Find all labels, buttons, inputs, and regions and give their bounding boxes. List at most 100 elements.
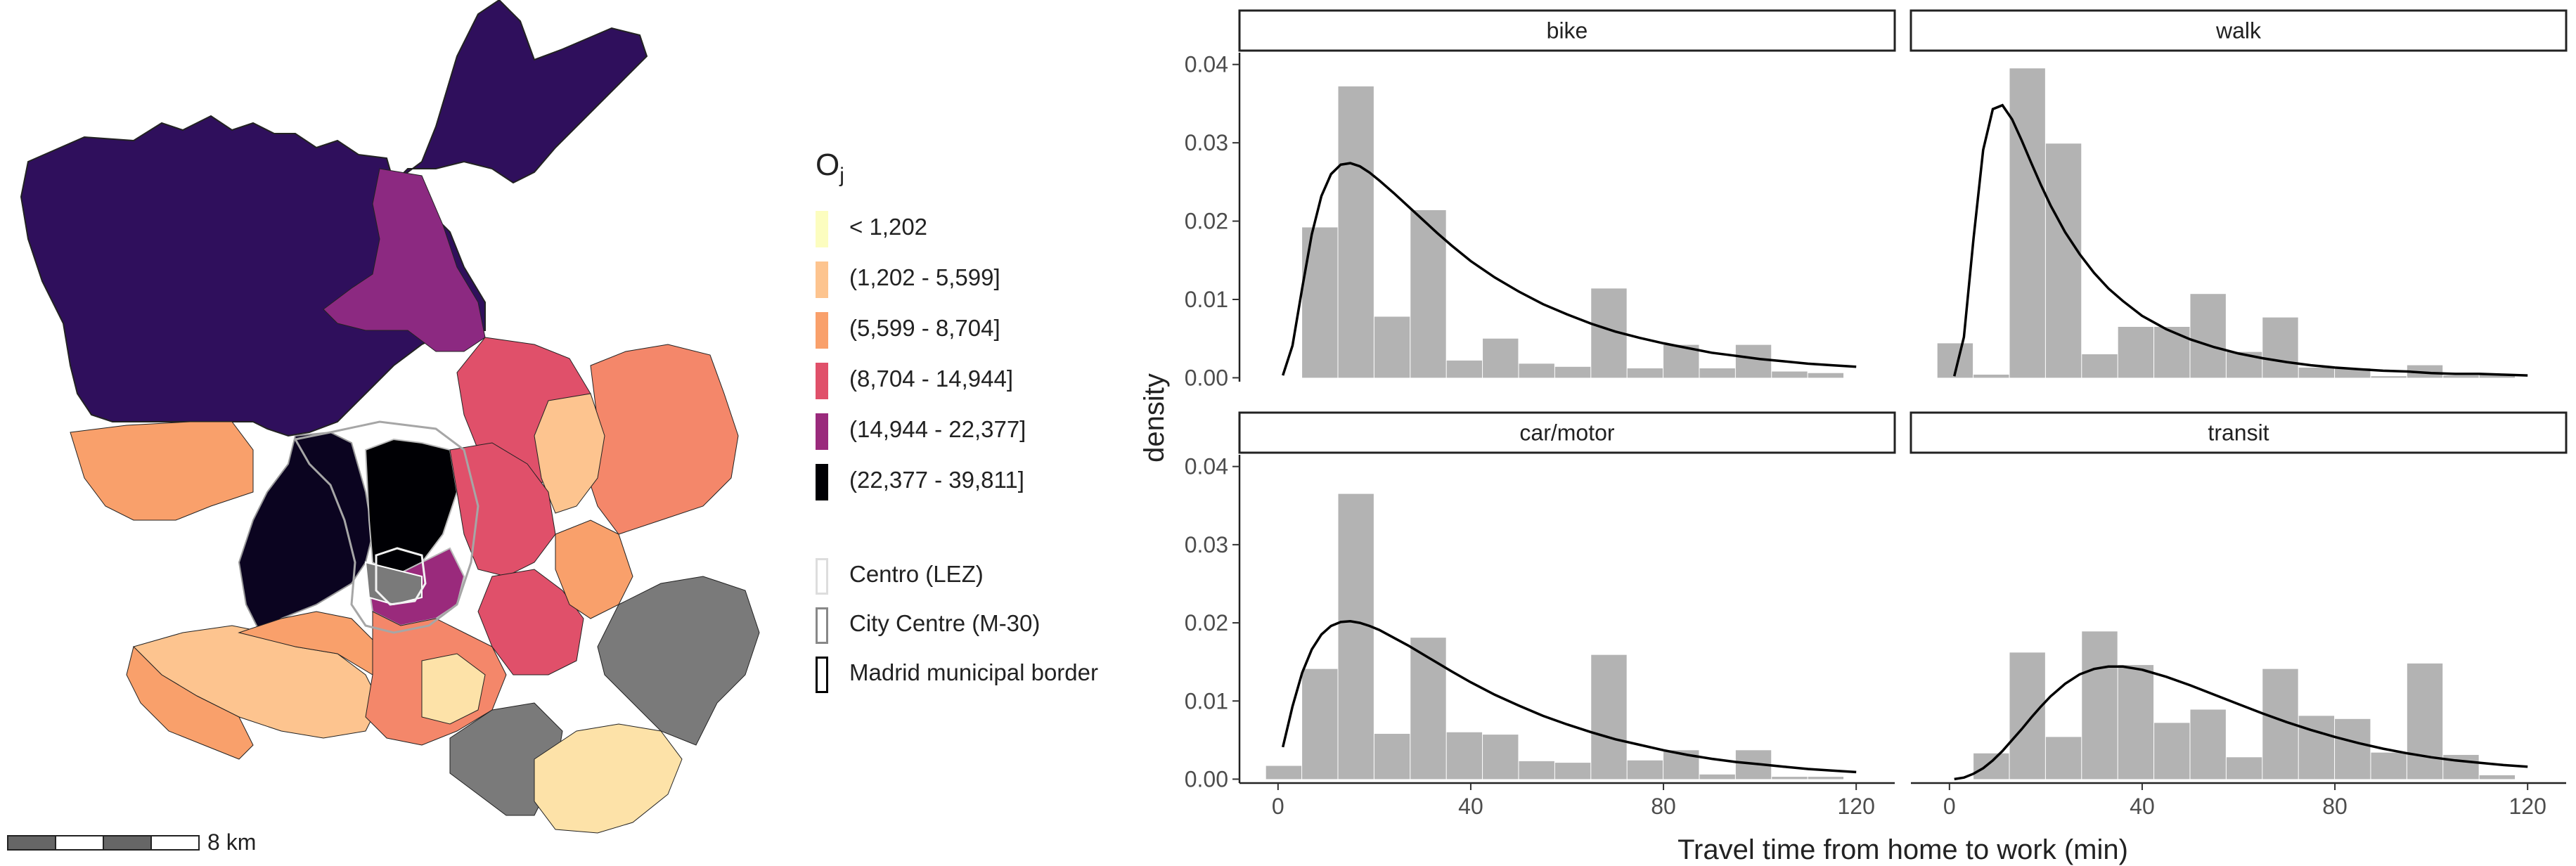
legend-outline-item: Centro (LEZ) xyxy=(816,555,1153,597)
histogram-bar xyxy=(2118,327,2154,378)
histogram-bar xyxy=(1627,368,1663,378)
map-district-west-orange xyxy=(70,421,254,521)
y-tick-label: 0.03 xyxy=(1185,130,1228,155)
histogram-bar xyxy=(1519,761,1554,780)
map-district-north-band xyxy=(323,168,486,352)
y-tick-label: 0.02 xyxy=(1185,209,1228,234)
y-tick-label: 0.01 xyxy=(1185,287,1228,312)
density-curve xyxy=(1953,103,2528,377)
x-tick-label: 0 xyxy=(1943,794,1956,819)
map-district-south-pink xyxy=(477,569,584,676)
map-district-centre-black xyxy=(364,438,458,578)
histogram-bar xyxy=(2335,718,2371,780)
facet-strip-label: walk xyxy=(2215,18,2262,44)
histogram-bar xyxy=(2407,663,2443,780)
legend-swatch xyxy=(816,363,828,399)
facet-strip-label: bike xyxy=(1547,18,1588,44)
histogram-bar xyxy=(2009,652,2045,780)
histogram-bar xyxy=(2154,723,2190,780)
legend-outline-box xyxy=(816,657,828,693)
histogram-bar xyxy=(2262,317,2298,378)
map-district-east-peach xyxy=(534,393,605,514)
histogram-bar xyxy=(2371,376,2407,378)
histogram-bar xyxy=(1483,735,1519,780)
legend-swatch xyxy=(816,464,828,500)
histogram-bar xyxy=(2082,354,2118,378)
histogram-bar xyxy=(1410,638,1446,780)
histogram-bar xyxy=(1302,227,1338,378)
histogram-bar xyxy=(1519,363,1554,378)
histogram-bar xyxy=(2479,775,2516,780)
x-tick-label: 80 xyxy=(2322,794,2348,819)
legend-label: (22,377 - 39,811] xyxy=(849,467,1024,493)
histogram-bar xyxy=(1772,777,1808,780)
facet-strip xyxy=(1910,411,2568,454)
histogram-bar xyxy=(1338,86,1374,378)
histogram-bar xyxy=(1699,774,1735,780)
legend-outline-item: Madrid municipal border xyxy=(816,654,1153,696)
map-district-southwest-peach xyxy=(126,646,254,760)
map-district-southeast-light xyxy=(534,723,683,834)
histogram-bar xyxy=(1554,366,1591,378)
legend-item: (8,704 - 14,944] xyxy=(816,360,1153,402)
legend-swatch xyxy=(816,211,828,247)
legend-item: (22,377 - 39,811] xyxy=(816,461,1153,503)
histogram-bar xyxy=(1808,373,1844,378)
map-district-west-black xyxy=(238,431,374,634)
legend-label: (1,202 - 5,599] xyxy=(849,264,1000,290)
histogram-bar xyxy=(1446,360,1483,378)
y-tick-label: 0.04 xyxy=(1185,454,1228,479)
legend-label: City Centre (M-30) xyxy=(849,610,1041,636)
facet-strip xyxy=(1238,9,1896,52)
scale-bar-segment xyxy=(150,835,200,851)
histogram-bar xyxy=(2298,716,2335,780)
map-district-southeast-grey xyxy=(597,576,760,746)
x-tick-label: 120 xyxy=(2509,794,2546,819)
histogram-bar xyxy=(1302,668,1338,780)
density-curve xyxy=(1954,665,2528,781)
histogram-bar xyxy=(2082,631,2118,780)
legend-title: Oj xyxy=(816,148,844,187)
legend-label: < 1,202 xyxy=(849,214,928,240)
map-district-centre-pink xyxy=(449,442,556,577)
histogram-bar xyxy=(2335,368,2371,378)
y-tick-label: 0.04 xyxy=(1185,52,1228,77)
histogram-bar xyxy=(1483,338,1519,378)
map-district-south-light xyxy=(421,653,486,725)
legend-item: < 1,202 xyxy=(816,208,1153,250)
histogram-bar xyxy=(2009,68,2045,378)
legend-label: (5,599 - 8,704] xyxy=(849,315,1000,341)
legend-item: (5,599 - 8,704] xyxy=(816,309,1153,351)
map-outline-centro-lez xyxy=(375,547,427,606)
histogram-bar xyxy=(2154,327,2190,378)
map-outline-m30 xyxy=(293,420,479,634)
legend-outline-box xyxy=(816,607,828,644)
histogram-bar xyxy=(2118,665,2154,780)
histogram-bar xyxy=(1808,777,1844,780)
histogram-bar xyxy=(1591,654,1627,780)
map-legend: Oj < 1,202 (1,202 - 5,599] (5,599 - 8,70… xyxy=(809,148,1160,724)
y-tick-label: 0.03 xyxy=(1185,532,1228,557)
y-tick-label: 0.01 xyxy=(1185,688,1228,713)
facet-strip-label: car/motor xyxy=(1519,420,1614,446)
legend-label: Centro (LEZ) xyxy=(849,561,984,587)
legend-label: Madrid municipal border xyxy=(849,659,1098,685)
legend-outline-item: City Centre (M-30) xyxy=(816,605,1153,647)
histogram-bar xyxy=(1663,344,1699,378)
x-tick-label: 40 xyxy=(2130,794,2155,819)
scale-bar-label: 8 km xyxy=(207,829,257,855)
legend-swatch xyxy=(816,413,828,450)
histogram-bar xyxy=(2298,367,2335,378)
legend-item: (1,202 - 5,599] xyxy=(816,259,1153,301)
histogram-bar xyxy=(1699,368,1735,378)
x-tick-label: 0 xyxy=(1272,794,1284,819)
histogram-bar xyxy=(2045,737,2082,780)
x-tick-label: 40 xyxy=(1458,794,1483,819)
map-district-east-orange xyxy=(555,519,633,619)
histogram-bar xyxy=(1338,493,1374,780)
legend-swatch xyxy=(816,261,828,298)
legend-item: (14,944 - 22,377] xyxy=(816,411,1153,453)
density-curve xyxy=(1282,162,1857,376)
histogram-bar xyxy=(2045,143,2082,378)
